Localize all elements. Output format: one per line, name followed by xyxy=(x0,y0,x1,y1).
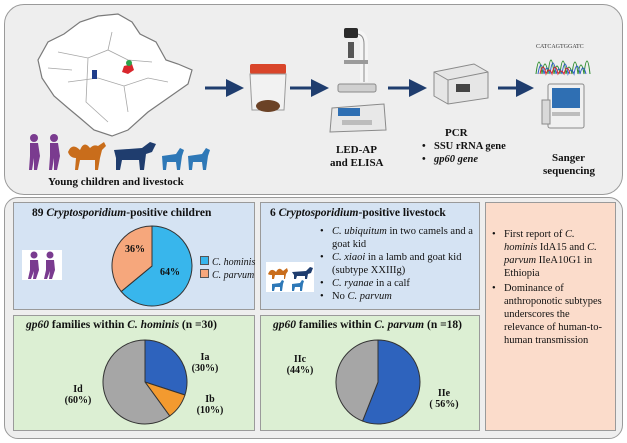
finding-xiaoi: C. xiaoi in a lamb and goat kid (subtype… xyxy=(318,251,478,277)
pie-label-iic: IIc (44%) xyxy=(287,354,314,376)
pcr-genes-list: SSU rRNA gene gp60 gene xyxy=(420,140,506,166)
hominis-families-pie: Ia (30%) Ib (10%) Id (60%) xyxy=(65,339,224,425)
children-pie-legend: C. hominis C. parvum xyxy=(200,256,255,282)
pcr-machine-icon xyxy=(433,63,489,105)
livestock-box-title: 6 Cryptosporidium-positive livestock xyxy=(270,207,446,219)
children-box-title: 89 Cryptosporidium-positive children xyxy=(32,207,212,219)
finding-ryanae: C. ryanae in a calf xyxy=(318,277,478,290)
sheep-icon xyxy=(188,148,210,170)
pie-slice-id xyxy=(102,339,171,425)
sequencing-label-1: Sanger xyxy=(552,152,585,164)
legend-item-parvum: C. parvum xyxy=(200,269,255,282)
pie-label-iie: IIe( 56%) xyxy=(429,388,458,410)
pcr-title: PCR xyxy=(445,127,468,139)
pie-label-ib: Ib (10%) xyxy=(197,394,224,416)
parvum-families-title: gp60 families within C. parvum (n =18) xyxy=(273,319,462,331)
livestock-findings-list: C. ubiquitum in two camels and a goat ki… xyxy=(318,225,478,303)
ethiopia-map xyxy=(37,13,193,137)
pcr-gene-ssu: SSU rRNA gene xyxy=(420,140,506,153)
elisa-reader-icon xyxy=(329,103,387,133)
pie-label-c-parvum: 36% xyxy=(125,244,145,255)
chromatogram-icon: CATCAGTGGATC xyxy=(535,44,591,76)
pie-slice-iie xyxy=(361,339,421,425)
microscopy-label-1: LED-AP xyxy=(336,144,377,156)
pie-label-c-hominis: 64% xyxy=(160,267,180,278)
sequencing-label-2: sequencing xyxy=(543,165,595,177)
children-livestock-caption: Young children and livestock xyxy=(48,176,184,188)
finding-no-parvum: No C. parvum xyxy=(318,290,478,303)
stool-sample-icon xyxy=(249,64,287,112)
hominis-families-title: gp60 families within C. hominis (n =30) xyxy=(26,319,217,331)
children-species-pie: 64% 36% xyxy=(111,225,193,307)
pie-slice-iic xyxy=(335,339,379,422)
microscope-icon xyxy=(337,28,377,93)
conclusions-list: First report of C. hominis IdA15 and C. … xyxy=(490,228,610,347)
pie-label-ia: Ia (30%) xyxy=(192,352,219,374)
children-livestock-icons xyxy=(29,134,210,170)
pie-label-id: Id (60%) xyxy=(65,384,92,406)
cattle-icon xyxy=(114,142,156,170)
finding-ubiquitum: C. ubiquitum in two camels and a goat ki… xyxy=(318,225,478,251)
goat-icon xyxy=(162,148,184,170)
svg-text:CATCAGTGGATC: CATCAGTGGATC xyxy=(536,44,584,50)
workflow-arrows xyxy=(205,79,534,97)
sequencer-icon xyxy=(541,83,585,129)
pcr-gene-gp60: gp60 gene xyxy=(420,153,506,166)
livestock-icon xyxy=(266,262,314,292)
conclusion-first-report: First report of C. hominis IdA15 and C. … xyxy=(490,228,610,280)
study-region-marker xyxy=(122,64,134,74)
children-icon xyxy=(22,250,62,280)
child-icons xyxy=(29,134,60,170)
parvum-families-pie: IIe( 56%) IIc (44%) xyxy=(287,339,459,425)
camel-icon xyxy=(68,142,106,170)
microscopy-label-2: and ELISA xyxy=(330,157,384,169)
pie-slice-ia xyxy=(144,339,188,396)
legend-item-hominis: C. hominis xyxy=(200,256,255,269)
pie-slice-c-hominis xyxy=(120,225,193,307)
conclusion-anthroponotic: Dominance of anthroponotic subtypes unde… xyxy=(490,282,610,347)
pie-slice-c-parvum xyxy=(111,225,153,293)
